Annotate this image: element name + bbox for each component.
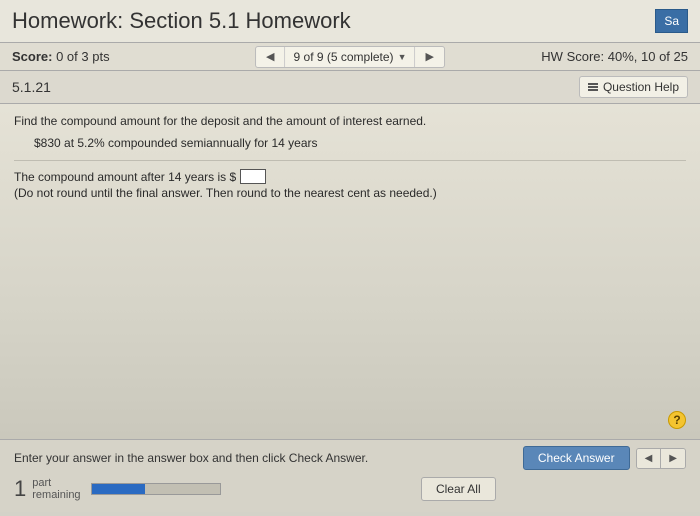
answer-input[interactable]	[240, 169, 266, 184]
mini-next-button[interactable]: ▶	[660, 449, 685, 468]
page-title: Homework: Section 5.1 Homework	[12, 8, 351, 34]
problem-given: $830 at 5.2% compounded semiannually for…	[34, 136, 686, 150]
question-bar: 5.1.21 Question Help	[0, 71, 700, 104]
progress-bar	[91, 483, 221, 495]
hw-score-value: 40%, 10 of 25	[608, 49, 688, 64]
mini-nav: ◀ ▶	[636, 448, 686, 469]
menu-icon	[588, 82, 598, 92]
mini-prev-button[interactable]: ◀	[637, 449, 661, 468]
rounding-note: (Do not round until the final answer. Th…	[14, 186, 686, 200]
question-nav: ◀ 9 of 9 (5 complete) ▼ ▶	[255, 46, 445, 68]
footer-bottom: 1 part remaining Clear All	[14, 476, 686, 502]
prev-question-button[interactable]: ◀	[256, 47, 284, 66]
parts-label-1: part	[32, 477, 80, 489]
footer-instruction: Enter your answer in the answer box and …	[14, 451, 368, 465]
progress-fill	[92, 484, 146, 494]
divider	[14, 160, 686, 161]
clear-all-button[interactable]: Clear All	[421, 477, 496, 501]
question-help-label: Question Help	[603, 80, 679, 94]
problem-content: Find the compound amount for the deposit…	[0, 104, 700, 440]
problem-prompt: Find the compound amount for the deposit…	[14, 114, 686, 128]
footer: Enter your answer in the answer box and …	[0, 440, 700, 512]
score-display: Score: 0 of 3 pts	[12, 49, 110, 64]
next-question-button[interactable]: ▶	[415, 47, 443, 66]
check-answer-button[interactable]: Check Answer	[523, 446, 630, 470]
subheader-bar: Score: 0 of 3 pts ◀ 9 of 9 (5 complete) …	[0, 43, 700, 71]
hw-score-label: HW Score:	[541, 49, 604, 64]
answer-line: The compound amount after 14 years is $	[14, 169, 686, 184]
clear-wrap: Clear All	[231, 477, 686, 501]
save-button[interactable]: Sa	[655, 9, 688, 33]
parts-count: 1	[14, 476, 26, 502]
hw-score-display: HW Score: 40%, 10 of 25	[541, 49, 688, 64]
footer-top: Enter your answer in the answer box and …	[14, 446, 686, 470]
question-nav-dropdown[interactable]: 9 of 9 (5 complete) ▼	[285, 47, 416, 67]
chevron-down-icon: ▼	[398, 52, 407, 62]
question-help-button[interactable]: Question Help	[579, 76, 688, 98]
parts-text: part remaining	[32, 477, 80, 501]
footer-buttons: Check Answer ◀ ▶	[523, 446, 686, 470]
parts-label-2: remaining	[32, 489, 80, 501]
parts-remaining: 1 part remaining	[14, 476, 81, 502]
nav-label-text: 9 of 9 (5 complete)	[294, 50, 394, 64]
header-bar: Homework: Section 5.1 Homework Sa	[0, 0, 700, 43]
score-label: Score:	[12, 49, 52, 64]
question-number: 5.1.21	[12, 79, 51, 95]
hint-button[interactable]: ?	[668, 411, 686, 429]
answer-prefix: The compound amount after 14 years is $	[14, 170, 236, 184]
question-mark-icon: ?	[673, 413, 680, 427]
score-value: 0 of 3 pts	[56, 49, 109, 64]
